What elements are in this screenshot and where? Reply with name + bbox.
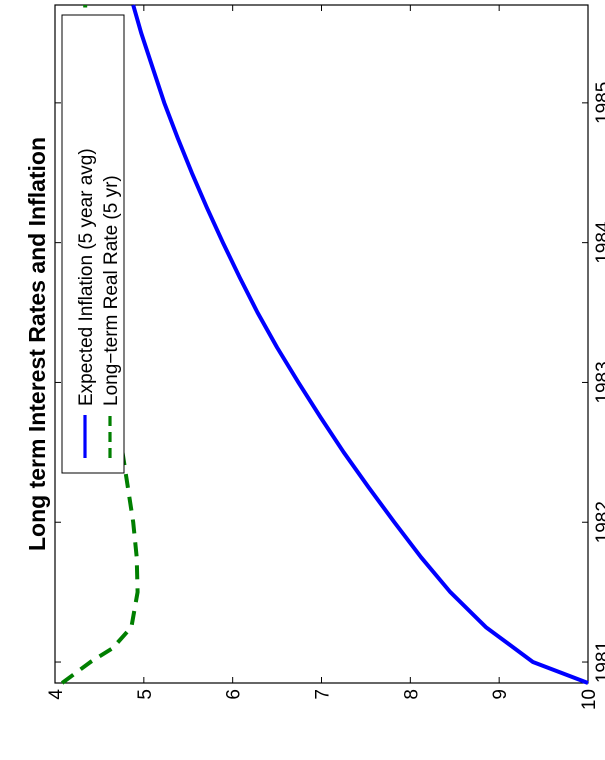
value-tick-label: 7: [313, 689, 334, 700]
year-tick-label: 1984: [593, 221, 605, 264]
series-line-expected-inflation: [131, 4, 589, 685]
year-tick-label: 1982: [593, 501, 605, 543]
value-tick-label: 9: [490, 689, 511, 700]
value-tick-label: 5: [135, 689, 156, 700]
value-tick-label: 10: [579, 689, 600, 710]
value-tick-label: 4: [46, 689, 67, 700]
year-tick-label: 1983: [593, 361, 605, 403]
tick-marks: [54, 5, 589, 683]
legend-box: [61, 14, 125, 474]
value-tick-label: 8: [401, 689, 422, 700]
legend-label-expected-inflation: Expected Inflation (5 year avg): [76, 148, 97, 406]
tick-labels: 4 5 6 7 8 9 10 1981 1982 1983 1984 1985: [46, 82, 605, 710]
chart-title: Long term Interest Rates and Inflation: [24, 137, 50, 551]
year-tick-label: 1985: [593, 82, 605, 124]
legend-label-real-rate: Long−term Real Rate (5 yr): [101, 175, 122, 406]
value-tick-label: 6: [224, 689, 245, 700]
legend: Expected Inflation (5 year avg) Long−ter…: [61, 14, 125, 474]
year-tick-label: 1981: [593, 641, 605, 683]
plot-area: [54, 4, 589, 684]
